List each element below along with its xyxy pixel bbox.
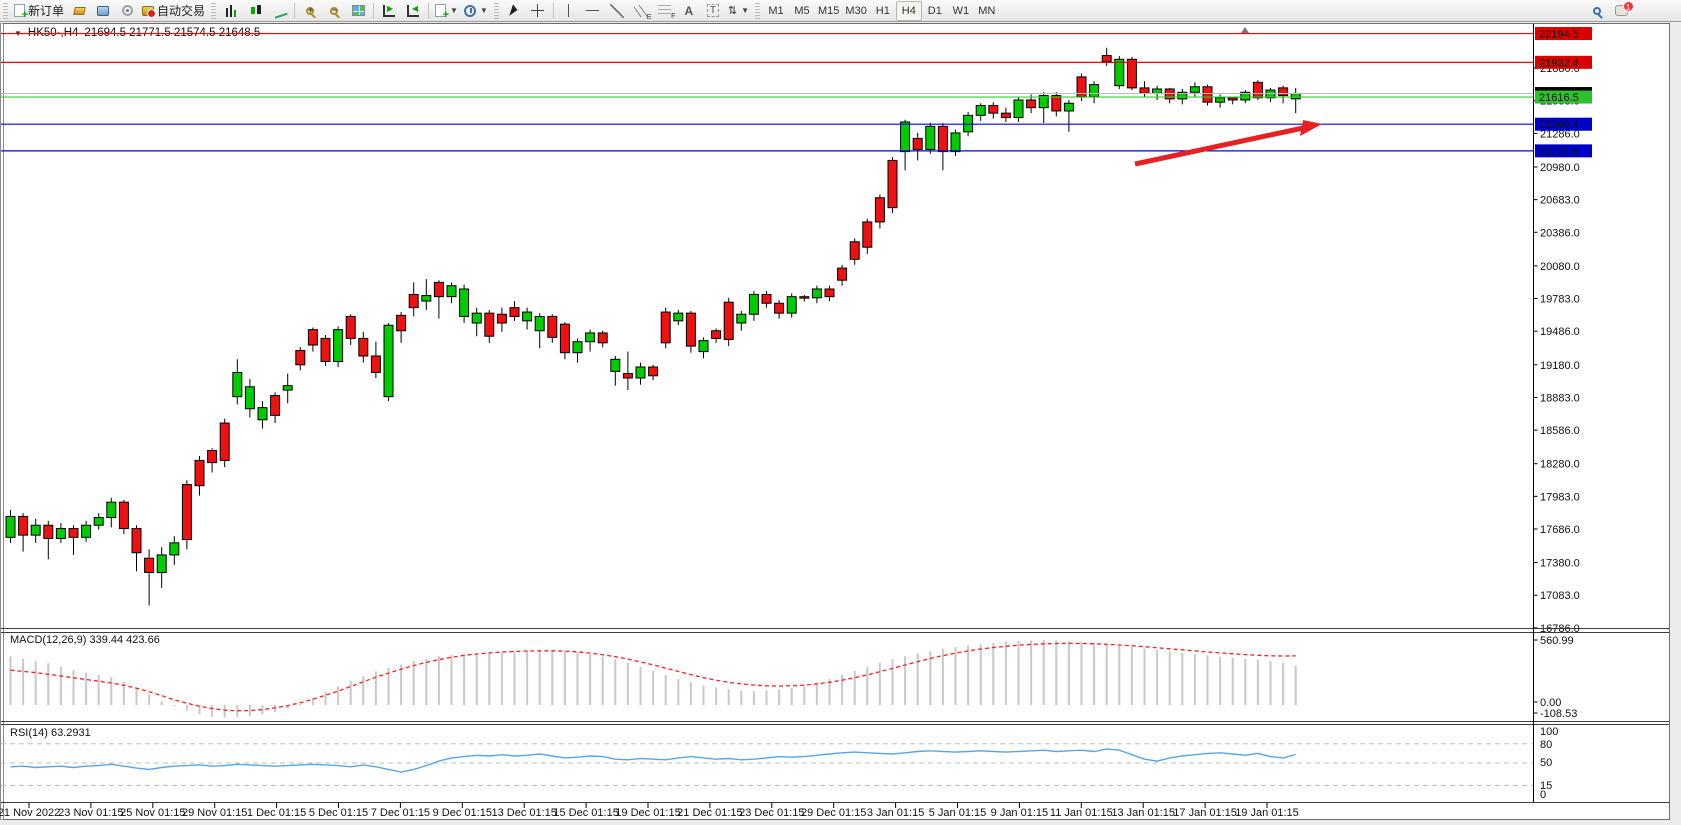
auto-scroll-icon — [383, 4, 396, 17]
fibonacci-tool-button[interactable]: F — [653, 1, 677, 21]
timeframe-m15-button[interactable]: M15 — [815, 1, 842, 21]
bar-chart-icon — [224, 4, 238, 17]
search-button[interactable] — [1585, 1, 1609, 21]
terminal-icon — [97, 5, 110, 16]
separator — [552, 2, 554, 19]
timeframe-h1-button[interactable]: H1 — [870, 1, 896, 21]
periods-button[interactable]: ▼ — [461, 1, 491, 21]
channel-tool-button[interactable]: E — [629, 1, 653, 21]
label-tool-button[interactable]: T — [701, 1, 725, 21]
toolbar-grip[interactable] — [493, 2, 499, 19]
separator — [294, 2, 296, 19]
signals-button[interactable] — [115, 1, 139, 21]
cursor-icon — [509, 3, 519, 18]
dropdown-caret: ▼ — [741, 6, 750, 15]
toolbar: 新订单 自动交易 ▼ ▼ E F A T ⇅▼ M1 M5 M15 M30 H1… — [0, 0, 1681, 22]
toolbar-grip[interactable] — [3, 2, 8, 19]
chart-symbol-period: HK50-,H4 — [27, 27, 79, 39]
zoom-in-icon — [306, 5, 315, 15]
new-order-icon — [14, 4, 28, 21]
chart-title: ▼ HK50-,H4 21694.5 21771.5 21574.5 21648… — [14, 27, 260, 39]
text-tool-icon: A — [684, 3, 694, 18]
new-order-label: 新订单 — [28, 4, 65, 18]
fibonacci-icon: F — [658, 5, 675, 20]
zoom-in-button[interactable] — [298, 1, 322, 21]
trendline-icon — [609, 3, 624, 18]
timeframe-d1-button[interactable]: D1 — [922, 1, 948, 21]
chart-ohlc-values: 21694.5 21771.5 21574.5 21648.5 — [84, 27, 261, 39]
timeframe-mn-button[interactable]: MN — [974, 1, 1000, 21]
text-tool-button[interactable]: A — [677, 1, 701, 21]
tile-windows-icon — [351, 5, 365, 16]
separator — [373, 2, 375, 19]
autotrading-button[interactable]: 自动交易 — [139, 1, 208, 21]
macd-indicator-label: MACD(12,26,9) 339.44 423.66 — [10, 634, 160, 646]
chat-icon: 1 — [1614, 1, 1634, 16]
timeframe-m5-button[interactable]: M5 — [789, 1, 815, 21]
notification-badge: 1 — [1622, 1, 1634, 12]
horizontal-line-tool-button[interactable] — [581, 1, 605, 21]
signals-icon — [121, 5, 133, 16]
indicators-icon — [435, 4, 449, 21]
toolbar-grip[interactable] — [211, 2, 217, 19]
dropdown-caret: ▼ — [450, 6, 458, 15]
indicators-button[interactable]: ▼ — [432, 1, 461, 21]
tile-windows-button[interactable] — [346, 1, 370, 21]
label-tool-icon: T — [706, 4, 719, 17]
arrows-tool-button[interactable]: ⇅ ▼ — [725, 1, 752, 21]
chart-shift-button[interactable] — [401, 1, 425, 21]
horizontal-line-icon — [586, 10, 600, 11]
gold-icon — [72, 6, 86, 15]
autotrading-label: 自动交易 — [157, 4, 206, 18]
candlestick-chart-icon — [248, 4, 262, 17]
candlestick-chart-button[interactable] — [243, 1, 267, 21]
timeframe-m30-button[interactable]: M30 — [842, 1, 869, 21]
zoom-out-icon — [330, 5, 339, 15]
toolbar-grip[interactable] — [755, 2, 761, 19]
vertical-line-icon — [568, 4, 570, 17]
terminal-button[interactable] — [91, 1, 115, 21]
separator — [428, 2, 430, 19]
crosshair-icon — [531, 4, 545, 17]
vertical-line-tool-button[interactable] — [557, 1, 581, 21]
dropdown-caret: ▼ — [479, 6, 488, 15]
chart-title-dropdown-icon[interactable]: ▼ — [14, 28, 22, 38]
autotrading-icon — [142, 5, 157, 18]
notifications-button[interactable]: 1 — [1609, 1, 1634, 21]
crosshair-tool-button[interactable] — [526, 1, 550, 21]
timeframe-w1-button[interactable]: W1 — [948, 1, 974, 21]
chart-window[interactable]: ▼ HK50-,H4 21694.5 21771.5 21574.5 21648… — [0, 23, 1670, 820]
arrows-tool-icon: ⇅ — [727, 5, 738, 17]
cursor-tool-button[interactable] — [502, 1, 526, 21]
bar-chart-button[interactable] — [219, 1, 243, 21]
line-chart-icon — [270, 2, 288, 19]
auto-scroll-button[interactable] — [377, 1, 401, 21]
rsi-indicator-label: RSI(14) 63.2931 — [10, 727, 91, 739]
clock-icon — [463, 4, 476, 17]
chart-shift-icon — [407, 4, 420, 17]
line-chart-button[interactable] — [267, 1, 291, 21]
search-icon — [1593, 6, 1601, 15]
channel-icon: E — [634, 4, 651, 21]
zoom-out-button[interactable] — [322, 1, 346, 21]
timeframe-m1-button[interactable]: M1 — [763, 1, 789, 21]
trendline-tool-button[interactable] — [605, 1, 629, 21]
timeframe-h4-button[interactable]: H4 — [895, 0, 922, 21]
market-watch-button[interactable] — [67, 1, 91, 21]
new-order-button[interactable]: 新订单 — [11, 1, 67, 21]
